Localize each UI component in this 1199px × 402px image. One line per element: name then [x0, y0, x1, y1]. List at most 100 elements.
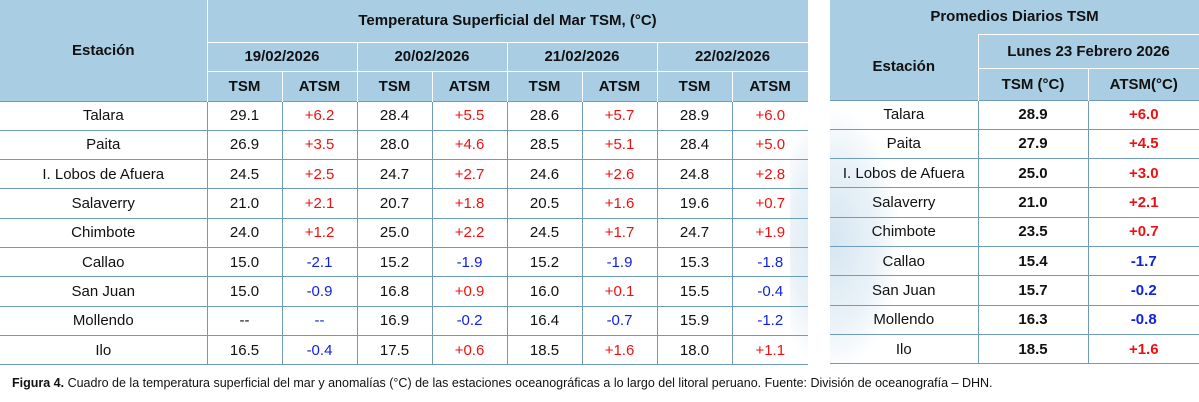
atsm-value: +5.1 [582, 129, 658, 160]
tsm-column-header: TSM [507, 70, 583, 101]
date-header: 20/02/2026 [357, 41, 508, 71]
table-row: Mollendo 16.3 -0.8 [830, 304, 1199, 335]
tsm-value: 24.5 [507, 217, 583, 248]
tsm-value: 17.5 [357, 334, 433, 366]
tsm-value: 29.1 [207, 100, 283, 131]
tsm-value: 26.9 [207, 129, 283, 160]
avg-tsm-value: 28.9 [978, 99, 1089, 130]
atsm-value: +0.6 [432, 334, 508, 366]
atsm-value: +6.0 [732, 100, 809, 131]
station-column-header: Estación [0, 0, 208, 101]
atsm-value: +2.5 [282, 159, 358, 189]
tsm-value: 28.4 [657, 129, 733, 160]
tsm-value: 24.6 [507, 159, 583, 189]
tsm-value: 15.0 [207, 246, 283, 277]
station-name: I. Lobos de Afuera [0, 159, 208, 189]
table-row: Paita 27.9 +4.5 [830, 128, 1199, 159]
station-name: Salaverry [0, 188, 208, 219]
avg-tsm-value: 16.3 [978, 304, 1089, 335]
table-row: San Juan 15.0 -0.9 16.8 +0.9 16.0 +0.1 15.5 -0.4 [0, 276, 809, 307]
tsm-value: 28.4 [357, 100, 433, 131]
avg-atsm-value: -0.8 [1088, 304, 1199, 335]
atsm-value: +5.5 [432, 100, 508, 131]
atsm-value: +5.0 [732, 129, 809, 160]
avg-atsm-value: +6.0 [1088, 99, 1199, 130]
station-name: I. Lobos de Afuera [830, 158, 979, 188]
station-name: Ilo [0, 334, 208, 366]
table-row: Ilo 18.5 +1.6 [830, 333, 1199, 365]
tsm-value: 18.5 [507, 334, 583, 366]
atsm-value: -1.8 [732, 246, 809, 277]
date-header: 21/02/2026 [507, 41, 658, 71]
atsm-value: -0.7 [582, 305, 658, 336]
atsm-value: -2.1 [282, 246, 358, 277]
atsm-value: +2.7 [432, 159, 508, 189]
date-header: 19/02/2026 [207, 41, 358, 71]
tsm-value: 28.0 [357, 129, 433, 160]
atsm-value: +5.7 [582, 100, 658, 131]
atsm-value: +1.1 [732, 334, 809, 366]
table-row: Paita 26.9 +3.5 28.0 +4.6 28.5 +5.1 28.4 +5.0 [0, 129, 809, 160]
tsm-value: 16.8 [357, 276, 433, 307]
atsm-value: +6.2 [282, 100, 358, 131]
station-name: Callao [0, 246, 208, 277]
table-row: Chimbote 24.0 +1.2 25.0 +2.2 24.5 +1.7 24.7 +1.9 [0, 217, 809, 248]
table-row: I. Lobos de Afuera 25.0 +3.0 [830, 158, 1199, 188]
tsm-value: 15.0 [207, 276, 283, 307]
tsm-value: 24.7 [357, 159, 433, 189]
averages-table-title: Promedios Diarios TSM [830, 0, 1199, 34]
station-name: San Juan [0, 276, 208, 307]
station-name: Chimbote [830, 216, 979, 247]
avg-atsm-value: +4.5 [1088, 128, 1199, 159]
avg-atsm-value: +1.6 [1088, 333, 1199, 365]
atsm-value: +1.9 [732, 217, 809, 248]
tsm-value: 24.5 [207, 159, 283, 189]
table-row: Chimbote 23.5 +0.7 [830, 216, 1199, 247]
station-name: Mollendo [830, 304, 979, 335]
atsm-value: +2.8 [732, 159, 809, 189]
atsm-column-header: ATSM [432, 70, 508, 101]
avg-atsm-value: -1.7 [1088, 245, 1199, 276]
tsm-value: 20.7 [357, 188, 433, 219]
atsm-value: +1.8 [432, 188, 508, 219]
table-separator [808, 0, 830, 371]
avg-atsm-value: +2.1 [1088, 187, 1199, 218]
tsm-value: -- [207, 305, 283, 336]
atsm-value: +1.2 [282, 217, 358, 248]
tsm-value: 24.8 [657, 159, 733, 189]
tsm-value: 16.9 [357, 305, 433, 336]
daily-averages-table: Promedios Diarios TSM Estación Lunes 23 … [830, 0, 1199, 365]
tsm-value: 28.5 [507, 129, 583, 160]
table-row: Talara 29.1 +6.2 28.4 +5.5 28.6 +5.7 28.9 +6.0 [0, 100, 809, 131]
tsm-value: 24.0 [207, 217, 283, 248]
atsm-value: +0.9 [432, 276, 508, 307]
station-column-header: Estación [830, 34, 979, 100]
tsm-value: 19.6 [657, 188, 733, 219]
avg-tsm-value: 21.0 [978, 187, 1089, 218]
tsm-value: 18.0 [657, 334, 733, 366]
averages-date-label: Lunes 23 Febrero 2026 [978, 33, 1199, 68]
table-row: San Juan 15.7 -0.2 [830, 275, 1199, 306]
station-name: San Juan [830, 275, 979, 306]
tsm-value: 15.2 [357, 246, 433, 277]
atsm-value: -0.9 [282, 276, 358, 307]
atsm-column-header: ATSM [582, 70, 658, 101]
station-name: Mollendo [0, 305, 208, 336]
sst-daily-table: Estación Temperatura Superficial del Mar… [0, 0, 809, 366]
table-row: Mollendo -- -- 16.9 -0.2 16.4 -0.7 15.9 -1.2 [0, 305, 809, 336]
atsm-value: +0.7 [732, 188, 809, 219]
atsm-value: -0.4 [282, 334, 358, 366]
tsm-value: 20.5 [507, 188, 583, 219]
atsm-value: +4.6 [432, 129, 508, 160]
avg-atsm-value: -0.2 [1088, 275, 1199, 306]
tsm-column-header: TSM [357, 70, 433, 101]
caption-label: Figura 4. [12, 376, 65, 390]
atsm-value: +2.1 [282, 188, 358, 219]
station-name: Paita [0, 129, 208, 160]
table-row: Talara 28.9 +6.0 [830, 99, 1199, 130]
avg-tsm-value: 25.0 [978, 158, 1089, 188]
avg-tsm-value: 15.7 [978, 275, 1089, 306]
atsm-value: -1.2 [732, 305, 809, 336]
avg-atsm-value: +0.7 [1088, 216, 1199, 247]
tsm-column-header: TSM [207, 70, 283, 101]
